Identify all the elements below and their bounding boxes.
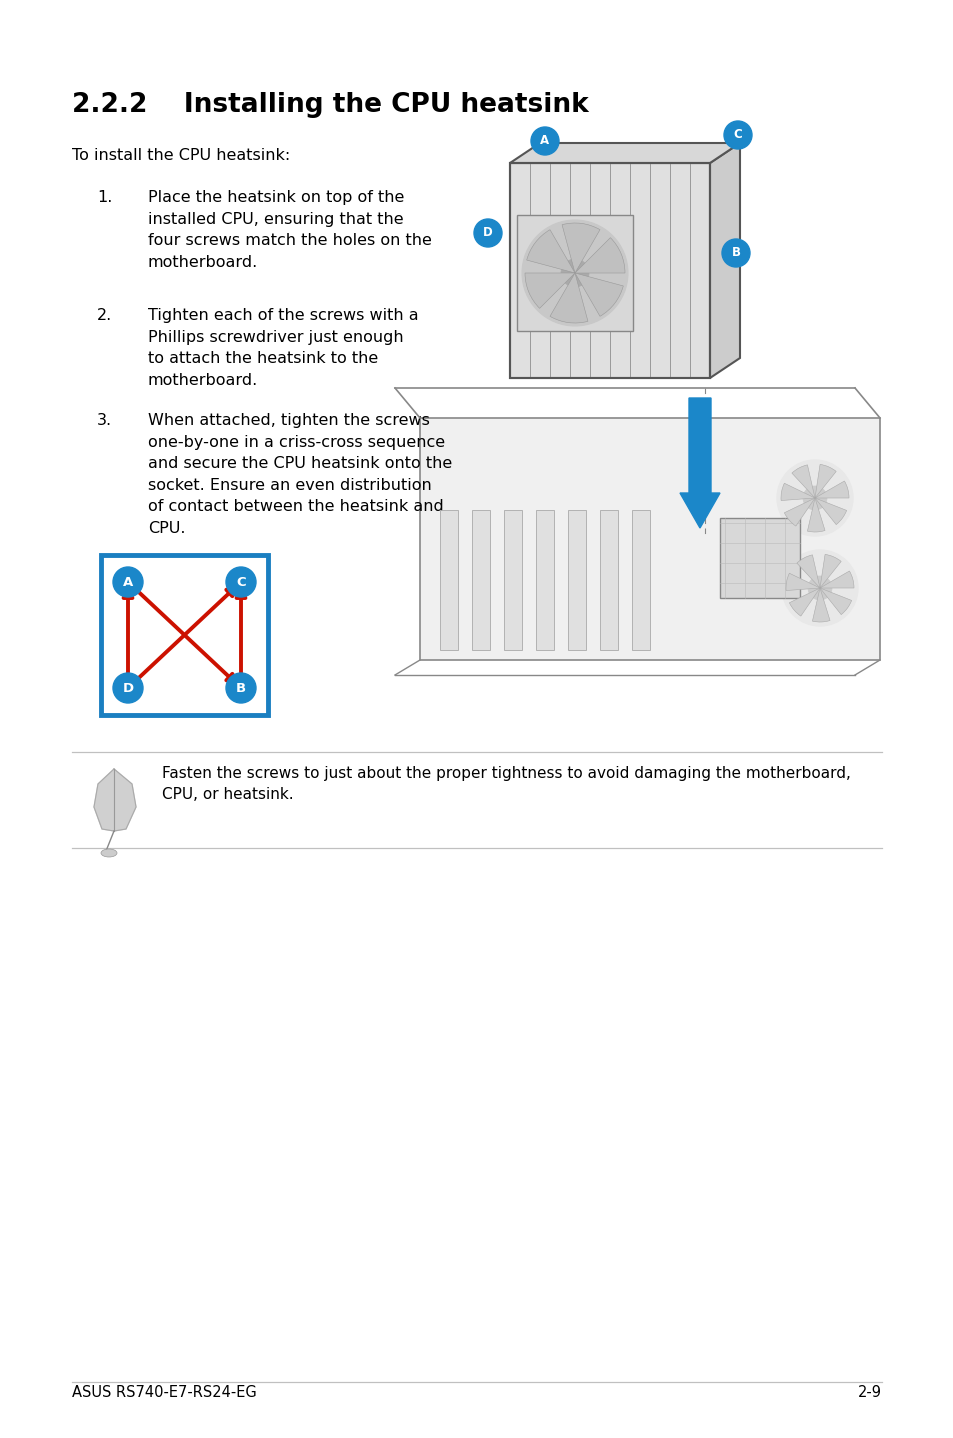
Wedge shape [561, 223, 599, 273]
Circle shape [226, 673, 255, 703]
Bar [472, 510, 490, 650]
Wedge shape [820, 588, 851, 614]
Circle shape [807, 577, 831, 600]
Wedge shape [814, 480, 848, 498]
Circle shape [112, 673, 143, 703]
Text: 2.: 2. [97, 308, 112, 324]
Wedge shape [812, 588, 829, 623]
Wedge shape [783, 498, 814, 526]
Polygon shape [510, 142, 740, 162]
Circle shape [721, 239, 749, 267]
Bar [517, 216, 633, 331]
Circle shape [226, 567, 255, 597]
Text: C: C [236, 575, 246, 588]
Polygon shape [709, 142, 740, 378]
Bar [599, 510, 618, 650]
Polygon shape [94, 769, 136, 831]
Wedge shape [785, 574, 820, 591]
Text: To install the CPU heatsink:: To install the CPU heatsink: [71, 148, 290, 162]
Bar [567, 510, 585, 650]
Bar [536, 510, 554, 650]
Wedge shape [820, 571, 853, 588]
Bar [510, 162, 709, 378]
Text: A: A [123, 575, 133, 588]
Bar [101, 555, 268, 715]
Wedge shape [781, 483, 814, 500]
Text: 3.: 3. [97, 413, 112, 429]
Wedge shape [550, 273, 587, 324]
Bar [510, 162, 709, 378]
Circle shape [474, 219, 501, 247]
Text: 1.: 1. [97, 190, 112, 206]
Text: C: C [733, 128, 741, 141]
Text: ASUS RS740-E7-RS24-EG: ASUS RS740-E7-RS24-EG [71, 1385, 256, 1401]
Bar [439, 510, 457, 650]
Wedge shape [820, 555, 841, 588]
Wedge shape [796, 555, 820, 588]
Text: Place the heatsink on top of the
installed CPU, ensuring that the
four screws ma: Place the heatsink on top of the install… [148, 190, 432, 270]
Circle shape [723, 121, 751, 150]
Wedge shape [526, 230, 575, 273]
Bar [631, 510, 649, 650]
Circle shape [560, 259, 588, 288]
Bar [720, 518, 800, 598]
Text: B: B [235, 682, 246, 695]
Wedge shape [788, 588, 820, 615]
Ellipse shape [101, 848, 117, 857]
Wedge shape [791, 464, 814, 498]
Circle shape [112, 567, 143, 597]
Text: Tighten each of the screws with a
Phillips screwdriver just enough
to attach the: Tighten each of the screws with a Philli… [148, 308, 418, 388]
Text: A: A [539, 135, 549, 148]
FancyArrow shape [679, 398, 720, 528]
Wedge shape [806, 498, 824, 532]
Circle shape [802, 486, 826, 510]
Wedge shape [575, 237, 624, 273]
Wedge shape [524, 273, 575, 308]
Circle shape [776, 460, 852, 536]
Text: 2.2.2    Installing the CPU heatsink: 2.2.2 Installing the CPU heatsink [71, 92, 588, 118]
Circle shape [781, 549, 857, 626]
Text: Fasten the screws to just about the proper tightness to avoid damaging the mothe: Fasten the screws to just about the prop… [162, 766, 850, 802]
Wedge shape [814, 464, 836, 498]
Text: D: D [482, 227, 493, 240]
Circle shape [531, 127, 558, 155]
Text: B: B [731, 246, 740, 259]
Bar [503, 510, 521, 650]
Text: D: D [122, 682, 133, 695]
Circle shape [521, 220, 627, 326]
Wedge shape [575, 273, 622, 316]
Bar [419, 418, 879, 660]
Wedge shape [814, 498, 845, 525]
Text: 2-9: 2-9 [857, 1385, 882, 1401]
Text: When attached, tighten the screws
one-by-one in a criss-cross sequence
and secur: When attached, tighten the screws one-by… [148, 413, 452, 536]
